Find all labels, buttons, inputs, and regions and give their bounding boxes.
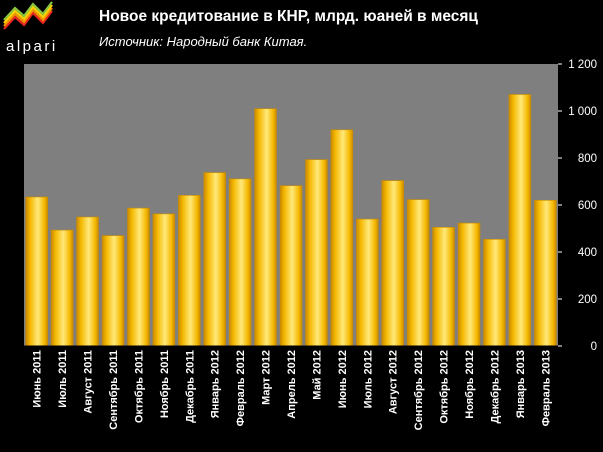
bar bbox=[279, 185, 303, 347]
bar bbox=[406, 199, 430, 347]
x-tick-label: Август 2011 bbox=[83, 350, 95, 414]
bar bbox=[228, 178, 252, 347]
bar bbox=[330, 129, 354, 347]
bar bbox=[101, 235, 125, 347]
y-tick-label: 1 200 bbox=[568, 59, 597, 71]
y-tick-label: 0 bbox=[591, 341, 597, 353]
y-tick-label: 1 000 bbox=[568, 106, 597, 118]
bar bbox=[50, 229, 74, 347]
y-tick-label: 200 bbox=[578, 294, 597, 306]
bar bbox=[203, 172, 227, 347]
bar bbox=[457, 222, 481, 347]
x-tick-label: Декабрь 2012 bbox=[489, 350, 501, 424]
x-tick-label: Июнь 2011 bbox=[32, 350, 44, 408]
x-tick-label: Октябрь 2012 bbox=[439, 350, 451, 424]
x-tick-label: Июль 2012 bbox=[362, 350, 374, 408]
bar bbox=[381, 180, 404, 347]
bar bbox=[127, 207, 150, 347]
chart-source: Источник: Народный банк Китая. bbox=[99, 34, 308, 49]
y-tick-label: 400 bbox=[578, 247, 597, 259]
bar bbox=[25, 196, 48, 347]
x-tick-label: Март 2012 bbox=[261, 350, 273, 405]
x-tick-label: Январь 2012 bbox=[210, 350, 222, 418]
chart-title: Новое кредитование в КНР, млрд. юаней в … bbox=[99, 8, 478, 25]
bar bbox=[356, 218, 379, 347]
y-tick-label: 600 bbox=[578, 200, 597, 212]
x-tick-label: Сентябрь 2011 bbox=[108, 350, 120, 430]
x-tick-label: Ноябрь 2012 bbox=[464, 350, 476, 419]
bar bbox=[508, 94, 532, 347]
bar bbox=[76, 216, 99, 347]
x-tick-label: Январь 2013 bbox=[515, 350, 527, 418]
alpari-logo-icon bbox=[3, 1, 53, 30]
x-tick-label: Август 2012 bbox=[388, 350, 400, 414]
x-tick-label: Ноябрь 2011 bbox=[159, 350, 171, 418]
bar bbox=[254, 108, 277, 347]
bar bbox=[534, 200, 557, 347]
brand-logo-text: alpari bbox=[6, 38, 58, 55]
x-tick-label: Декабрь 2011 bbox=[184, 350, 196, 423]
bar bbox=[305, 159, 328, 347]
y-tick-label: 800 bbox=[578, 153, 597, 165]
x-tick-label: Февраль 2013 bbox=[540, 350, 552, 426]
x-tick-label: Июнь 2012 bbox=[337, 350, 349, 408]
x-tick-label: Сентябрь 2012 bbox=[413, 350, 425, 430]
x-tick-label: Июль 2011 bbox=[57, 350, 69, 408]
bar bbox=[432, 227, 455, 347]
x-tick-label: Май 2012 bbox=[311, 350, 323, 400]
bar bbox=[152, 213, 176, 347]
x-tick-label: Февраль 2012 bbox=[235, 350, 247, 426]
x-tick-label: Апрель 2012 bbox=[286, 350, 298, 419]
bar bbox=[483, 239, 506, 347]
bar bbox=[178, 195, 201, 347]
x-tick-label: Октябрь 2011 bbox=[133, 350, 145, 423]
